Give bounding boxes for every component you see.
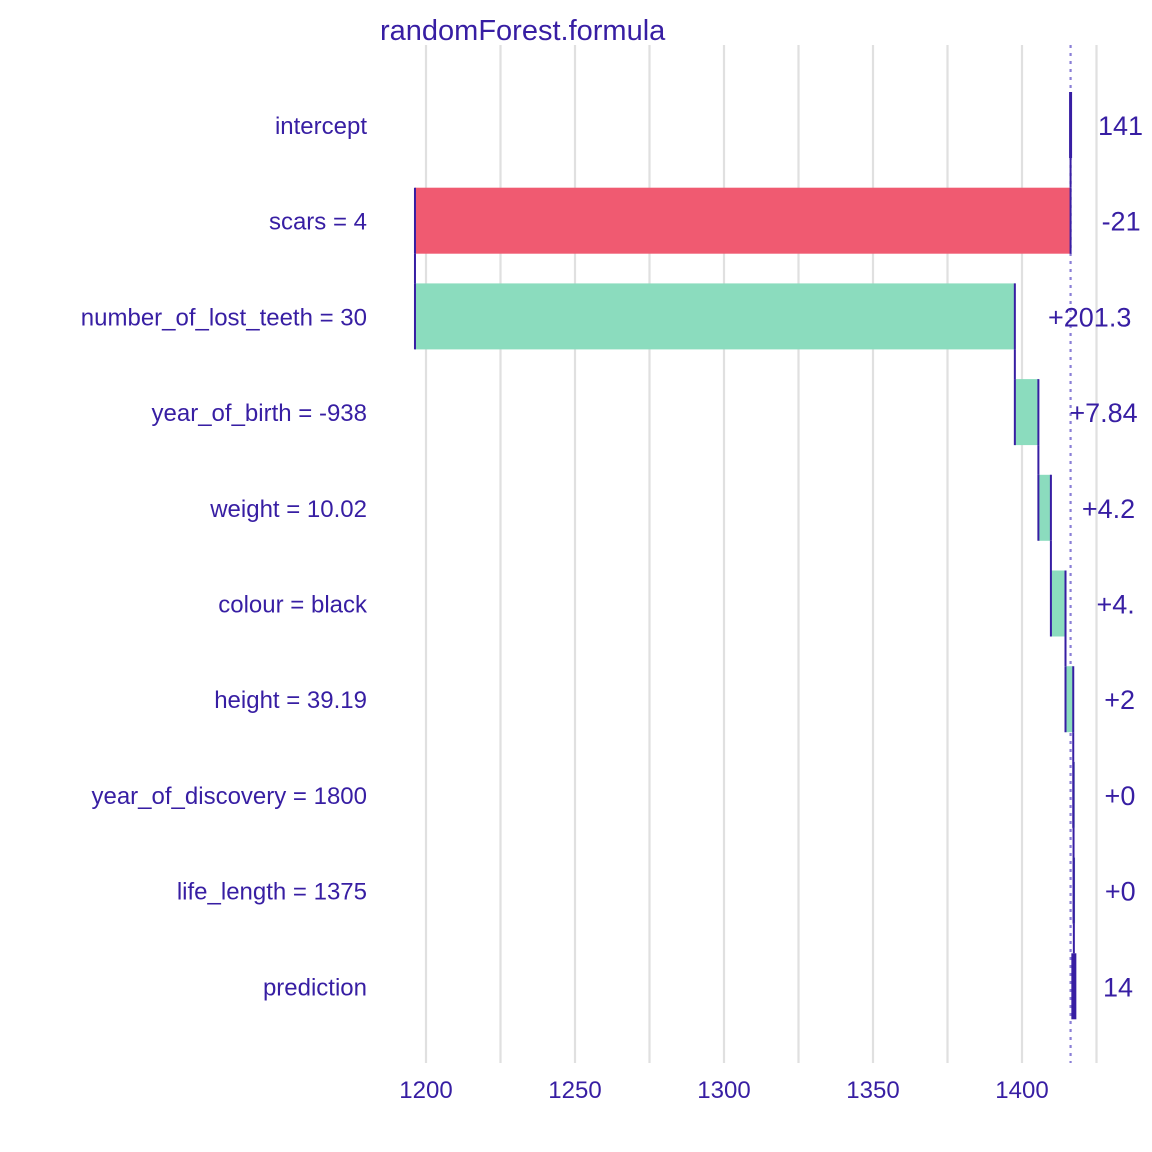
connectors bbox=[413, 158, 1075, 954]
row-label: intercept bbox=[275, 113, 367, 140]
x-tick-label: 1350 bbox=[846, 1077, 899, 1104]
x-tick-label: 1300 bbox=[697, 1077, 750, 1104]
value-label: -21 bbox=[1102, 207, 1141, 237]
row-label: year_of_birth = -938 bbox=[152, 400, 367, 427]
row-label: scars = 4 bbox=[269, 209, 367, 236]
bar bbox=[1038, 474, 1051, 541]
value-label: +4. bbox=[1097, 590, 1135, 620]
bar bbox=[1065, 666, 1074, 733]
row-label: life_length = 1375 bbox=[177, 879, 367, 906]
value-label: +4.2 bbox=[1082, 494, 1135, 524]
prediction-bar bbox=[1071, 953, 1077, 1020]
bar bbox=[1050, 570, 1066, 637]
x-tick-labels: 1200 1250 1300 1350 1400 bbox=[399, 1077, 1048, 1104]
bar bbox=[1014, 379, 1039, 446]
row-label: prediction bbox=[263, 974, 367, 1001]
row-label: colour = black bbox=[218, 592, 368, 619]
x-tick-label: 1200 bbox=[399, 1077, 452, 1104]
bar bbox=[414, 187, 1071, 254]
value-label: +2 bbox=[1104, 685, 1135, 715]
value-label: 141 bbox=[1098, 111, 1143, 141]
row-label: weight = 10.02 bbox=[209, 496, 367, 523]
value-label: +201.3 bbox=[1048, 302, 1131, 332]
value-label: +0 bbox=[1105, 781, 1136, 811]
x-tick-label: 1400 bbox=[995, 1077, 1048, 1104]
row-label: number_of_lost_teeth = 30 bbox=[81, 304, 367, 331]
row-labels: intercept scars = 4 number_of_lost_teeth =… bbox=[81, 113, 368, 1001]
bar bbox=[414, 283, 1015, 350]
x-tick-label: 1250 bbox=[548, 1077, 601, 1104]
value-labels: 141 -21 +201.3 +7.84 +4.2 +4. +2 +0 +0 14 bbox=[1048, 111, 1143, 1002]
value-label: +7.84 bbox=[1069, 398, 1137, 428]
value-label: +0 bbox=[1105, 877, 1136, 907]
row-label: height = 39.19 bbox=[214, 687, 367, 714]
value-label: 14 bbox=[1103, 972, 1133, 1002]
row-label: year_of_discovery = 1800 bbox=[91, 783, 367, 810]
chart-title: randomForest.formula bbox=[380, 15, 666, 47]
bars bbox=[414, 92, 1077, 1020]
intercept-bar bbox=[1069, 92, 1073, 158]
